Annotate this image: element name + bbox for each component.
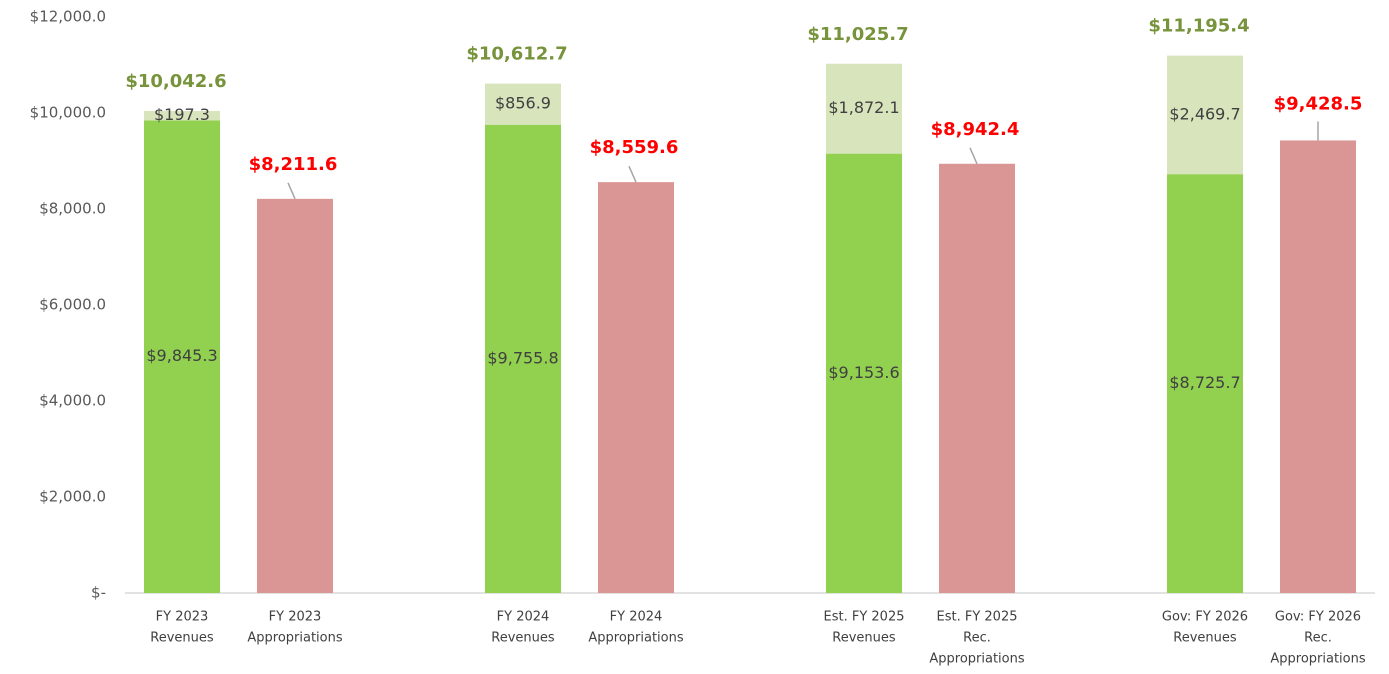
data-label: $9,428.5 <box>1274 93 1363 114</box>
data-label: $197.3 <box>154 105 210 124</box>
y-tick-label: $10,000.0 <box>30 104 106 122</box>
x-tick-label: Rec. <box>963 631 991 646</box>
x-tick-label: Appropriations <box>588 631 683 646</box>
leader-line <box>287 182 296 200</box>
data-label: $8,942.4 <box>931 119 1020 140</box>
x-tick-label: Appropriations <box>929 652 1024 667</box>
data-label: $9,845.3 <box>146 346 217 365</box>
x-tick-label: Est. FY 2025 <box>937 610 1018 625</box>
bar-segment <box>257 198 333 593</box>
x-tick-label: Revenues <box>832 631 896 646</box>
y-tick-label: $2,000.0 <box>39 488 106 506</box>
x-tick-label: Appropriations <box>247 631 342 646</box>
y-tick-label: $4,000.0 <box>39 392 106 410</box>
y-tick-label: $- <box>91 584 106 602</box>
leader-line <box>628 165 637 183</box>
bar-segment <box>144 120 220 593</box>
y-tick-label: $8,000.0 <box>39 200 106 218</box>
bar-segment <box>144 110 220 121</box>
x-tick-label: Gov: FY 2026 <box>1275 610 1361 625</box>
data-label: $1,872.1 <box>828 98 899 117</box>
x-tick-label: Appropriations <box>1270 652 1365 667</box>
x-tick-label: FY 2023 <box>269 610 322 625</box>
total-label: $10,612.7 <box>466 44 567 65</box>
bar-segment <box>1167 55 1243 175</box>
x-tick-label: Revenues <box>491 631 555 646</box>
x-tick-label: FY 2024 <box>610 610 663 625</box>
x-tick-label: Revenues <box>150 631 214 646</box>
x-tick-label: Rec. <box>1304 631 1332 646</box>
x-tick-label: FY 2023 <box>156 610 209 625</box>
data-label: $8,211.6 <box>249 154 338 175</box>
total-label: $11,025.7 <box>807 24 908 45</box>
y-tick-label: $6,000.0 <box>39 296 106 314</box>
x-tick-label: Revenues <box>1173 631 1237 646</box>
bar-segment <box>1280 140 1356 593</box>
x-tick-label: Gov: FY 2026 <box>1162 610 1248 625</box>
data-label: $8,725.7 <box>1169 373 1240 392</box>
data-label: $9,153.6 <box>828 363 899 382</box>
bar-segment <box>826 153 902 593</box>
total-label: $10,042.6 <box>125 71 226 92</box>
data-label: $8,559.6 <box>590 137 679 158</box>
bar-segment <box>939 163 1015 593</box>
leader-line <box>969 147 978 165</box>
bar-segment <box>485 124 561 593</box>
data-label: $856.9 <box>495 94 551 113</box>
bar-segment <box>1167 174 1243 594</box>
data-label: $9,755.8 <box>487 348 558 367</box>
bar-segment <box>485 83 561 125</box>
y-tick-label: $12,000.0 <box>30 8 106 26</box>
x-tick-label: Est. FY 2025 <box>824 610 905 625</box>
x-tick-label: FY 2024 <box>497 610 550 625</box>
bar-segment <box>598 182 674 593</box>
bar-segment <box>826 63 902 154</box>
total-label: $11,195.4 <box>1148 16 1249 37</box>
data-label: $2,469.7 <box>1169 104 1240 123</box>
